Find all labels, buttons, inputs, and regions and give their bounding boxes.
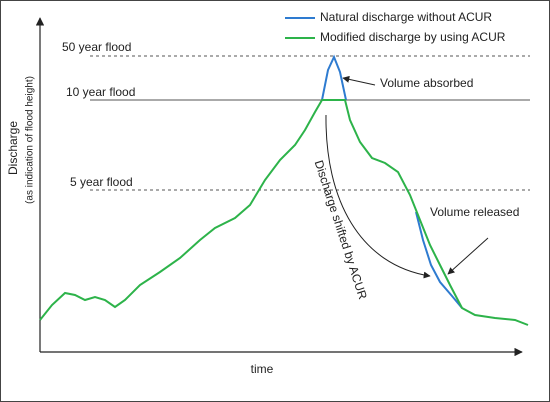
annotation: Volume absorbed: [380, 76, 473, 90]
legend-label: Natural discharge without ACUR: [320, 10, 492, 24]
x-axis-label: time: [251, 362, 274, 376]
y-axis-label: Discharge: [6, 121, 20, 175]
arrow: [447, 237, 489, 275]
level-label: 50 year flood: [62, 40, 131, 54]
modified-curve: [39, 99, 529, 326]
arrow: [342, 75, 376, 86]
level-label: 5 year flood: [70, 175, 133, 189]
arrow: [325, 114, 431, 279]
natural-curve: [415, 211, 463, 309]
natural-curve: [321, 54, 347, 101]
y-axis-sublabel: (as indication of flood height): [25, 76, 36, 204]
annotation: Volume released: [430, 205, 519, 219]
level-label: 10 year flood: [66, 85, 135, 99]
legend-label: Modified discharge by using ACUR: [320, 30, 506, 44]
